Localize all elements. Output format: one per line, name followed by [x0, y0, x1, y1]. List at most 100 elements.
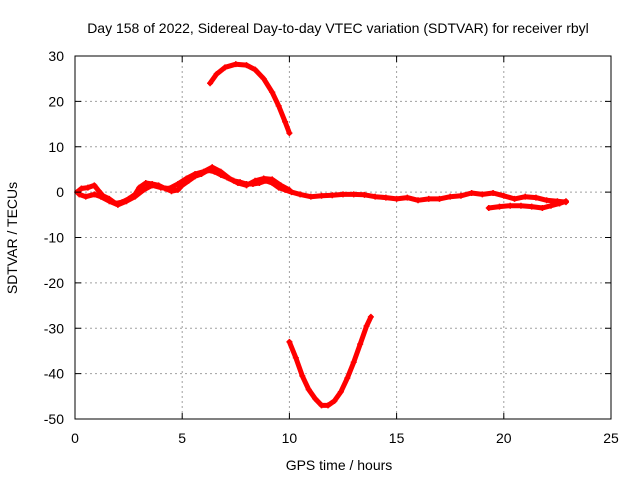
data-point: [286, 338, 293, 345]
data-point: [357, 341, 364, 348]
data-point: [517, 202, 524, 209]
data-point: [372, 193, 379, 200]
data-point: [192, 170, 199, 177]
data-point: [207, 80, 214, 87]
data-point: [243, 62, 250, 69]
data-point: [539, 205, 546, 212]
data-point: [468, 190, 475, 197]
data-point: [252, 66, 259, 73]
data-point: [307, 193, 314, 200]
y-tick-label: 10: [48, 139, 64, 155]
y-tick-label: 30: [48, 48, 64, 64]
y-tick-labels: 30 20 10 0 -10 -20 -30 -40 -50: [44, 48, 64, 427]
data-point: [232, 61, 239, 68]
x-tick-label: 20: [496, 430, 512, 446]
data-point: [234, 180, 241, 187]
data-point: [500, 192, 507, 199]
data-point: [318, 402, 325, 409]
y-tick-label: 20: [48, 93, 64, 109]
data-point: [286, 130, 293, 137]
data-point: [331, 397, 338, 404]
data-point: [490, 190, 497, 197]
data-point: [200, 168, 207, 175]
data-point: [457, 192, 464, 199]
x-tick-label: 0: [71, 430, 79, 446]
data-point: [329, 192, 336, 199]
data-point: [528, 203, 535, 210]
data-point: [209, 164, 216, 171]
data-point: [269, 89, 276, 96]
data-point: [106, 198, 113, 205]
x-tick-label: 10: [282, 430, 298, 446]
grid-lines: [75, 56, 611, 419]
data-point: [404, 194, 411, 201]
data-point: [479, 191, 486, 198]
data-point: [142, 180, 149, 187]
data-point: [82, 193, 89, 200]
data-point: [363, 322, 370, 329]
data-point: [350, 359, 357, 366]
data-point: [78, 185, 85, 192]
data-point: [269, 176, 276, 183]
data-point: [522, 193, 529, 200]
y-tick-label: 0: [56, 184, 64, 200]
data-point: [277, 182, 284, 189]
chart-title: Day 158 of 2022, Sidereal Day-to-day VTE…: [87, 20, 589, 36]
data-point: [324, 402, 331, 409]
data-point: [157, 184, 164, 191]
axis-ticks: [74, 55, 612, 420]
data-point: [114, 201, 121, 208]
data-point: [543, 197, 550, 204]
data-point: [415, 197, 422, 204]
data-point: [436, 195, 443, 202]
data-point: [91, 191, 98, 198]
y-tick-label: -50: [44, 411, 64, 427]
data-point: [425, 195, 432, 202]
x-tick-label: 15: [389, 430, 405, 446]
data-point: [447, 193, 454, 200]
data-point: [213, 71, 220, 78]
data-point: [547, 202, 554, 209]
data-series: [74, 61, 569, 409]
y-tick-label: -40: [44, 366, 64, 382]
data-point: [149, 182, 156, 189]
data-point: [140, 186, 147, 193]
data-point: [174, 180, 181, 187]
data-point: [95, 187, 102, 194]
data-point: [91, 182, 98, 189]
x-tick-label: 5: [178, 430, 186, 446]
data-point: [511, 195, 518, 202]
y-tick-label: -30: [44, 320, 64, 336]
data-point: [562, 198, 569, 205]
data-point: [183, 175, 190, 182]
data-point: [132, 193, 139, 200]
data-point: [312, 395, 319, 402]
x-axis-label: GPS time / hours: [286, 457, 393, 473]
y-tick-label: -20: [44, 275, 64, 291]
data-point: [260, 175, 267, 182]
data-point: [496, 203, 503, 210]
data-point: [174, 186, 181, 193]
data-point: [337, 388, 344, 395]
data-point: [275, 102, 282, 109]
data-point: [350, 191, 357, 198]
data-point: [222, 64, 229, 71]
data-point: [243, 182, 250, 189]
data-point: [84, 184, 91, 191]
data-point: [556, 200, 563, 207]
data-point: [217, 168, 224, 175]
series-line-negative-arc: [286, 314, 374, 408]
data-point: [344, 375, 351, 382]
data-point: [367, 313, 374, 320]
data-point: [485, 205, 492, 212]
data-point: [382, 194, 389, 201]
data-point: [252, 177, 259, 184]
data-point: [361, 191, 368, 198]
data-point: [166, 185, 173, 192]
data-point: [123, 198, 130, 205]
data-point: [299, 372, 306, 379]
data-point: [297, 191, 304, 198]
y-axis-label: SDTVAR / TECUs: [4, 182, 20, 294]
